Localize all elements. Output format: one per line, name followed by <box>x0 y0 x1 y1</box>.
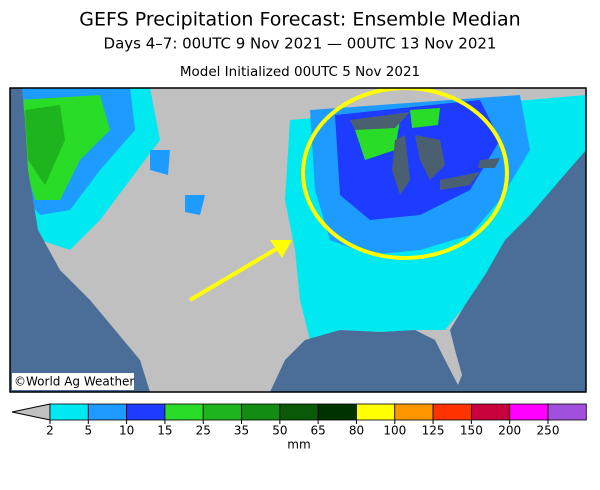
colorbar-label: 5 <box>84 424 92 438</box>
colorbar-label: 125 <box>422 424 445 438</box>
arrow-head <box>270 240 292 258</box>
colorbar-label: 250 <box>537 424 560 438</box>
map-frame <box>9 87 587 393</box>
colorbar-label: 35 <box>234 424 249 438</box>
pacific <box>10 88 150 392</box>
colorbar-segment <box>547 403 587 421</box>
init-time: Model Initialized 00UTC 5 Nov 2021 <box>180 64 420 80</box>
arrow-shaft <box>188 246 280 302</box>
colorbar-segment <box>317 403 357 421</box>
colorbar-label: 80 <box>349 424 364 438</box>
colorbar-segment <box>241 403 281 421</box>
credit: ©World Ag Weather <box>14 375 134 389</box>
colorbar-under <box>11 403 51 421</box>
colorbar-segment <box>394 403 434 421</box>
colorbar-segment <box>202 403 242 421</box>
title: GEFS Precipitation Forecast: Ensemble Me… <box>79 9 520 31</box>
colorbar-segment <box>470 403 511 421</box>
colorbar-segment <box>509 403 549 421</box>
colorbar-label: 15 <box>157 424 172 438</box>
colorbar-label: 50 <box>272 424 287 438</box>
colorbar-segment <box>164 403 204 421</box>
colorbar-unit: mm <box>287 438 310 452</box>
colorbar-segment <box>49 403 89 421</box>
colorbar-label: 10 <box>119 424 134 438</box>
colorbar-label: 150 <box>460 424 483 438</box>
colorbar-segment <box>432 403 472 421</box>
colorbar-segment <box>279 403 319 421</box>
atlantic-gulf <box>270 150 586 392</box>
great-lakes <box>350 112 500 195</box>
subtitle: Days 4–7: 00UTC 9 Nov 2021 — 00UTC 13 No… <box>104 35 497 53</box>
map: ©World Ag Weather <box>9 87 587 393</box>
precip-25-west <box>25 105 65 185</box>
colorbar-segment <box>87 403 128 421</box>
colorbar-label: 25 <box>196 424 211 438</box>
colorbar-label: 65 <box>311 424 326 438</box>
credit-box <box>12 373 134 390</box>
colorbar-segment <box>356 403 396 421</box>
precip-15 <box>355 108 440 160</box>
colorbar-segment <box>126 403 166 421</box>
colorbar-label: 100 <box>383 424 406 438</box>
colorbar-label: 200 <box>498 424 521 438</box>
precip-5-west-blobs <box>150 150 205 215</box>
highlight-circle <box>301 88 509 260</box>
colorbar-label: 2 <box>46 424 54 438</box>
